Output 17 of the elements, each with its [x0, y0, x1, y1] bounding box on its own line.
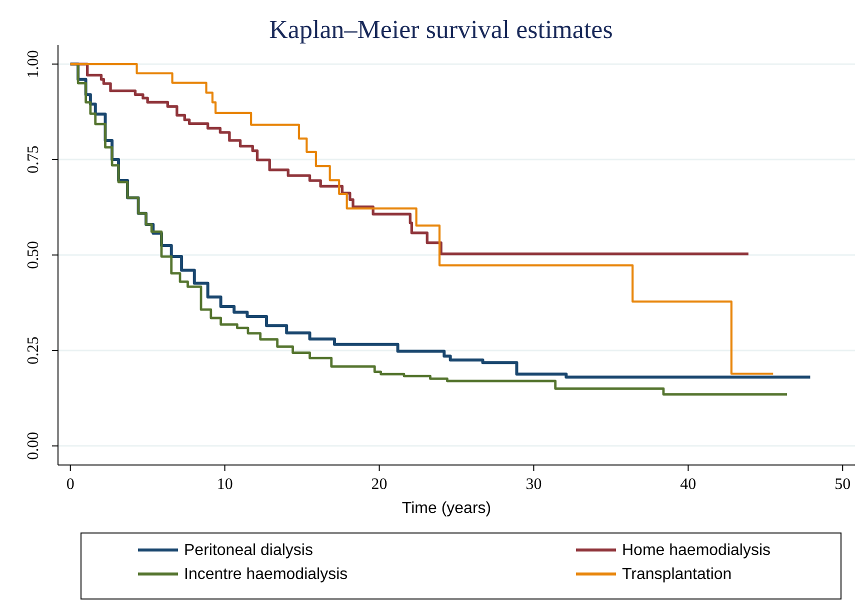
y-tick-label: 1.00	[25, 50, 42, 78]
legend-label: Peritoneal dialysis	[184, 542, 313, 559]
y-tick-label: 0.00	[25, 432, 42, 460]
y-tick-label: 0.25	[25, 336, 42, 364]
legend-label: Home haemodialysis	[622, 542, 771, 559]
x-tick-label: 50	[834, 476, 851, 493]
x-tick-label: 30	[526, 476, 542, 493]
x-axis-title: Time (years)	[402, 500, 492, 517]
x-tick-label: 40	[680, 476, 696, 493]
legend-label: Incentre haemodialysis	[184, 566, 348, 583]
x-tick-label: 0	[66, 476, 74, 493]
chart-title: Kaplan–Meier survival estimates	[269, 15, 613, 44]
y-tick-label: 0.75	[25, 146, 42, 174]
legend-label: Transplantation	[622, 566, 732, 583]
x-tick-label: 10	[216, 476, 233, 493]
y-tick-label: 0.50	[25, 241, 42, 269]
x-tick-label: 20	[371, 476, 388, 493]
